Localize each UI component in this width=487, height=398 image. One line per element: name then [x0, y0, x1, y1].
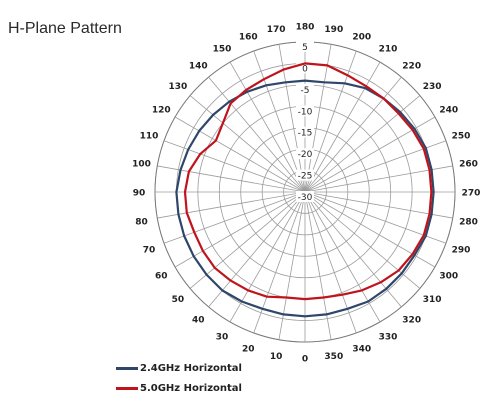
angle-tick-label: 200 [352, 33, 371, 43]
series-line-5-0ghz [183, 62, 433, 301]
grid-spoke [229, 191, 306, 323]
radial-tick-bg [296, 62, 314, 74]
angle-tick-label: 340 [352, 344, 371, 354]
grid-spoke [253, 50, 306, 193]
angle-tick-label: 310 [423, 295, 442, 305]
angle-tick-label: 60 [155, 272, 168, 282]
grid-spoke [229, 61, 306, 193]
angle-tick-labels: 0102030405060708090100110120130140150160… [132, 23, 480, 365]
grid-spoke [304, 191, 402, 308]
grid-spoke [174, 116, 306, 193]
angle-tick-label: 40 [192, 316, 205, 326]
angle-tick-label: 330 [379, 332, 398, 342]
angle-tick-label: 80 [135, 217, 148, 227]
angle-tick-label: 20 [242, 344, 255, 354]
grid-spoke [304, 76, 402, 193]
angle-tick-label: 170 [267, 25, 286, 35]
angle-tick-label: 70 [143, 245, 156, 255]
grid-spoke [208, 76, 306, 193]
grid-spoke [304, 191, 453, 219]
grid-spoke [208, 191, 306, 308]
legend-swatch-5-0ghz [116, 386, 138, 390]
grid-spoke [304, 191, 421, 289]
angle-tick-label: 290 [452, 245, 471, 255]
angle-tick-label: 10 [270, 352, 283, 362]
angle-tick-label: 50 [172, 295, 185, 305]
radial-tick-bg [296, 126, 314, 138]
grid-spoke [157, 191, 306, 219]
angle-tick-label: 100 [132, 160, 151, 170]
radial-tick-bg [296, 105, 314, 117]
radial-tick-bg [296, 148, 314, 160]
legend-label-2-4ghz: 2.4GHz Horizontal [140, 362, 242, 374]
radial-tick-bg [296, 169, 314, 181]
radial-tick-label: -25 [298, 172, 313, 182]
radial-tick-label: -10 [298, 107, 313, 117]
legend: 2.4GHz Horizontal 5.0GHz Horizontal [116, 358, 242, 398]
radial-tick-label: 0 [302, 64, 308, 74]
radial-tick-bg [296, 41, 314, 52]
legend-swatch-2-4ghz [116, 366, 138, 370]
angle-tick-label: 130 [168, 82, 187, 92]
grid-spoke [189, 191, 306, 289]
radial-tick-bg [296, 83, 314, 95]
angle-tick-label: 210 [379, 45, 398, 55]
angle-tick-label: 180 [296, 23, 315, 33]
angle-tick-label: 190 [324, 25, 343, 35]
angle-tick-label: 120 [152, 106, 171, 116]
angle-tick-label: 240 [439, 106, 458, 116]
angle-tick-label: 270 [462, 189, 481, 199]
grid-spoke [304, 44, 332, 193]
angle-tick-label: 90 [133, 189, 146, 199]
angle-tick-label: 30 [216, 332, 229, 342]
angle-tick-label: 250 [452, 132, 471, 142]
angle-tick-label: 230 [423, 82, 442, 92]
grid-spoke [189, 95, 306, 193]
radial-tick-labels: 5 0 -5 -10 -15 -20 -25 -30 [296, 41, 314, 203]
angle-tick-label: 280 [459, 217, 478, 227]
grid-spoke [304, 140, 447, 193]
angle-tick-label: 160 [239, 33, 258, 43]
chart-title: H-Plane Pattern [8, 20, 122, 37]
radial-tick-label: -20 [298, 150, 313, 160]
series-line-2-4ghz [175, 79, 435, 318]
angle-tick-label: 110 [140, 132, 159, 142]
radial-tick-label: 5 [302, 43, 308, 53]
radial-tick-label: -30 [298, 193, 313, 203]
grid-spoke [174, 191, 306, 268]
radial-tick-bg [296, 191, 314, 202]
angle-tick-label: 0 [302, 355, 308, 365]
legend-item-2-4ghz: 2.4GHz Horizontal [116, 358, 242, 378]
angle-tick-label: 150 [213, 45, 232, 55]
grid-spoke [304, 191, 381, 323]
angle-tick-label: 300 [439, 272, 458, 282]
angle-tick-label: 220 [402, 61, 421, 71]
grid-spoke [304, 165, 453, 193]
angle-tick-label: 350 [324, 352, 343, 362]
grid-spoke [304, 61, 381, 193]
series-layer [175, 62, 435, 318]
radial-tick-label: -15 [298, 129, 313, 139]
angle-tick-label: 260 [459, 160, 478, 170]
grid-spoke [304, 191, 447, 244]
angle-tick-label: 140 [189, 61, 208, 71]
grid-spoke [157, 165, 306, 193]
legend-label-5-0ghz: 5.0GHz Horizontal [140, 382, 242, 394]
angle-tick-label: 320 [402, 316, 421, 326]
radial-tick-label: -5 [301, 86, 310, 96]
grid-spoke [163, 191, 306, 244]
legend-item-5-0ghz: 5.0GHz Horizontal [116, 378, 242, 398]
